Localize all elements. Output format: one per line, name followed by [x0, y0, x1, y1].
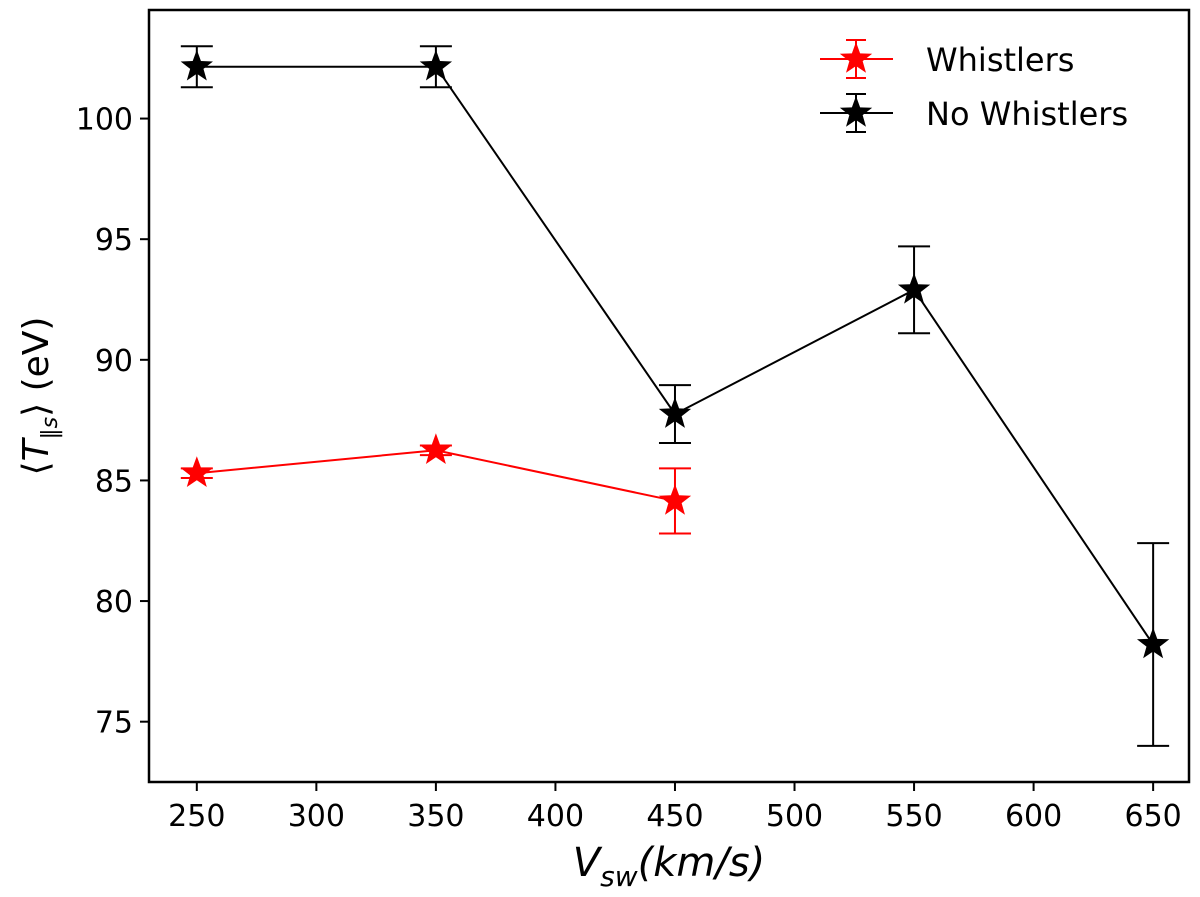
x-tick-label: 400 [527, 799, 584, 834]
legend-label-whistlers: Whistlers [926, 41, 1074, 79]
legend-label-no-whistlers: No Whistlers [926, 95, 1128, 133]
series-layer [180, 45, 1170, 747]
legend-entry-whistlers: Whistlers [820, 39, 1074, 79]
x-tick-label: 450 [646, 799, 703, 834]
data-point-star [180, 49, 213, 81]
x-axis-title-rest: (km/s) [638, 840, 766, 886]
x-axis-title-main: V [573, 840, 603, 886]
y-tick-label: 75 [95, 706, 133, 741]
legend-entry-no-whistlers: No Whistlers [820, 93, 1128, 133]
x-axis-title-sub: sw [600, 860, 638, 893]
x-axis: 250 300 350 400 450 500 550 600 650 [168, 782, 1182, 834]
x-tick-label: 300 [288, 799, 345, 834]
data-point-star [1136, 627, 1170, 659]
data-point-star [658, 483, 692, 515]
x-axis-title: Vsw(km/s) [573, 840, 766, 893]
legend: Whistlers No Whistlers [820, 39, 1128, 133]
series-whistlers [180, 433, 692, 535]
series-no-whistlers [180, 45, 1170, 747]
x-tick-label: 500 [766, 799, 823, 834]
y-tick-label: 80 [95, 585, 133, 620]
y-tick-label: 85 [95, 464, 133, 499]
plot-area [147, 8, 1191, 784]
x-tick-label: 250 [168, 799, 225, 834]
y-axis: 75 80 85 90 95 100 [76, 103, 149, 741]
legend-star-whistlers [839, 42, 873, 73]
y-axis-title-var: T [16, 436, 57, 461]
y-tick-label: 90 [95, 344, 133, 379]
data-point-star [419, 49, 453, 81]
y-axis-title-close: ⟩ [16, 403, 57, 417]
y-axis-title: ⟨T‖s⟩ (eV) [16, 317, 63, 476]
x-tick-label: 600 [1005, 799, 1062, 834]
data-point-star [897, 272, 931, 304]
y-tick-label: 100 [76, 103, 133, 138]
data-point-star [658, 397, 692, 428]
data-point-star [180, 456, 213, 487]
y-tick-label: 95 [95, 223, 133, 258]
x-tick-label: 550 [885, 799, 942, 834]
data-point-star [419, 433, 453, 465]
x-tick-label: 650 [1125, 799, 1182, 834]
x-tick-label: 350 [407, 799, 464, 834]
legend-star-no-whistlers [839, 96, 873, 127]
y-axis-title-sub: ‖s [38, 417, 63, 439]
y-axis-title-open: ⟨ [16, 461, 57, 475]
y-axis-title-unit: (eV) [16, 317, 57, 403]
